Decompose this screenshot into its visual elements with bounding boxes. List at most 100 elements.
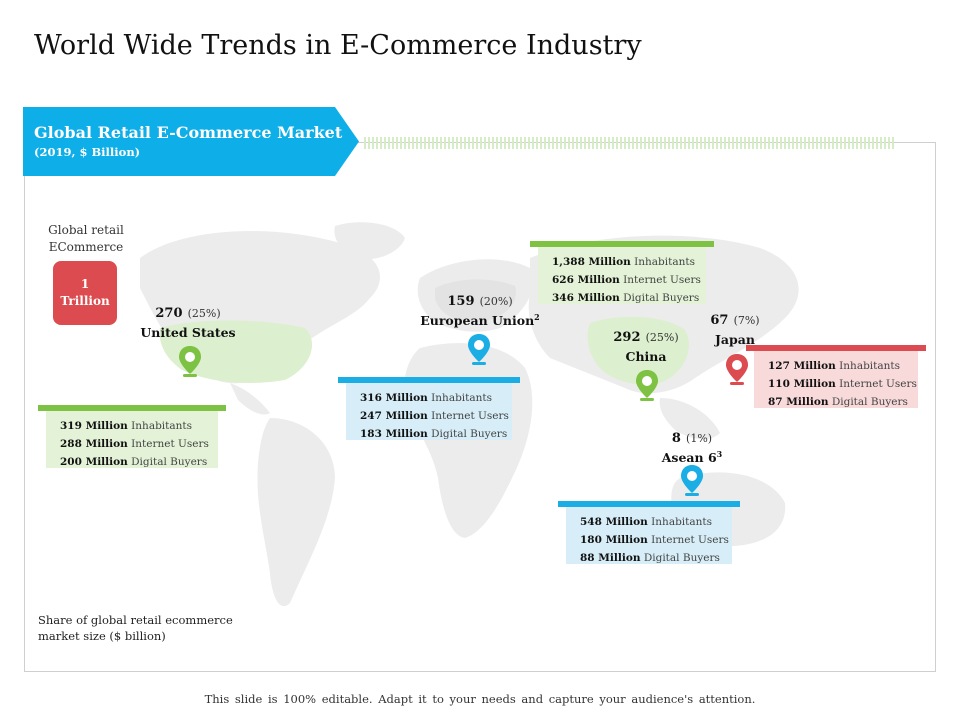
stat-number: 180 Million	[580, 534, 648, 546]
region-value: 8	[671, 431, 681, 446]
stat-row: 88 Million Digital Buyers	[580, 549, 732, 567]
page-title: World Wide Trends in E-Commerce Industry	[34, 30, 642, 61]
card-header-bar	[530, 241, 714, 247]
region-name: United States	[118, 324, 258, 340]
stat-label: Internet Users	[839, 378, 917, 390]
eu-location-pin-icon	[468, 334, 490, 365]
europe-shading	[435, 279, 516, 323]
asean-stats-card: 548 Million Inhabitants 180 Million Inte…	[558, 501, 740, 567]
stat-row: 548 Million Inhabitants	[580, 513, 732, 531]
global-value-unit: Trillion	[60, 294, 110, 308]
region-name-text: Japan	[715, 332, 755, 348]
stat-row: 247 Million Internet Users	[360, 407, 512, 425]
region-percent: (20%)	[479, 295, 513, 308]
banner-arrow-shape	[23, 107, 359, 176]
stat-number: 319 Million	[60, 420, 128, 432]
region-name-text: China	[625, 349, 667, 365]
card-header-bar	[38, 405, 226, 411]
global-value-number: 1	[80, 277, 90, 291]
stat-row: 110 Million Internet Users	[768, 375, 918, 393]
region-china-header: 292 (25%) China	[586, 326, 706, 364]
banner-subtitle: (2019, $ Billion)	[34, 145, 141, 159]
region-name-text: United States	[140, 325, 236, 341]
stat-number: 200 Million	[60, 456, 128, 468]
region-footnote: 3	[716, 449, 723, 459]
stat-number: 88 Million	[580, 552, 641, 564]
region-value: 270	[155, 306, 183, 321]
region-value: 292	[613, 330, 641, 345]
stat-label: Inhabitants	[131, 420, 193, 432]
eu-stats-card: 316 Million Inhabitants 247 Million Inte…	[338, 377, 520, 443]
stat-label: Inhabitants	[651, 516, 713, 528]
stat-row: 200 Million Digital Buyers	[60, 453, 218, 471]
stat-row: 183 Million Digital Buyers	[360, 425, 512, 443]
global-retail-label: Global retail ECommerce	[48, 223, 124, 254]
region-name-text: European Union	[420, 313, 535, 329]
japan-stats-card: 127 Million Inhabitants 110 Million Inte…	[746, 345, 926, 411]
region-us-header: 270 (25%) United States	[118, 302, 258, 340]
stat-label: Digital Buyers	[831, 396, 908, 408]
south-america-shape	[257, 418, 335, 607]
region-percent: (1%)	[686, 432, 713, 445]
stat-number: 127 Million	[768, 360, 836, 372]
card-header-bar	[746, 345, 926, 351]
share-note: Share of global retail ecommerce market …	[38, 613, 233, 643]
stat-number: 110 Million	[768, 378, 836, 390]
region-name: European Union2	[410, 312, 550, 328]
stat-label: Internet Users	[431, 410, 509, 422]
china-highlight	[587, 316, 689, 385]
usa-highlight	[159, 320, 313, 383]
region-name-text: Asean 6	[661, 450, 717, 466]
china-location-pin-icon	[636, 370, 658, 401]
region-japan-header: 67 (7%) Japan	[690, 309, 780, 347]
region-name: China	[586, 348, 706, 364]
region-percent: (25%)	[187, 307, 221, 320]
stat-row: 319 Million Inhabitants	[60, 417, 218, 435]
southeast-asia-shape	[659, 398, 720, 440]
region-value: 159	[447, 294, 475, 309]
japan-location-pin-icon	[726, 354, 748, 385]
region-name: Japan	[690, 331, 780, 347]
stat-number: 626 Million	[552, 274, 620, 286]
stat-label: Internet Users	[651, 534, 729, 546]
stat-label: Digital Buyers	[131, 456, 208, 468]
stat-label: Digital Buyers	[643, 552, 720, 564]
central-america-shape	[230, 383, 270, 415]
asean-location-pin-icon	[681, 465, 703, 496]
us-location-pin-icon	[179, 346, 201, 377]
china-stats-card: 1,388 Million Inhabitants 626 Million In…	[530, 241, 714, 307]
stat-row: 127 Million Inhabitants	[768, 357, 918, 375]
us-stats-card: 319 Million Inhabitants 288 Million Inte…	[38, 405, 226, 471]
stat-row: 1,388 Million Inhabitants	[552, 253, 706, 271]
region-percent: (25%)	[645, 331, 679, 344]
stat-row: 316 Million Inhabitants	[360, 389, 512, 407]
stat-row: 87 Million Digital Buyers	[768, 393, 918, 411]
banner-hatch-divider	[364, 137, 894, 149]
market-banner: Global Retail E-Commerce Market (2019, $…	[23, 107, 359, 176]
card-header-bar	[338, 377, 520, 383]
region-value: 67	[710, 313, 729, 328]
stat-label: Inhabitants	[634, 256, 695, 268]
card-header-bar	[558, 501, 740, 507]
region-eu-header: 159 (20%) European Union2	[410, 290, 550, 328]
stat-row: 288 Million Internet Users	[60, 435, 218, 453]
global-retail-value-box: 1 Trillion	[53, 261, 117, 325]
region-asean-header: 8 (1%) Asean 63	[632, 427, 752, 465]
stat-label: Inhabitants	[839, 360, 901, 372]
stat-number: 548 Million	[580, 516, 648, 528]
region-name: Asean 63	[632, 449, 752, 465]
stat-number: 1,388 Million	[552, 256, 631, 268]
footer-note: This slide is 100% editable. Adapt it to…	[204, 692, 756, 706]
stat-label: Digital Buyers	[431, 428, 508, 440]
region-percent: (7%)	[733, 314, 760, 327]
stat-number: 316 Million	[360, 392, 428, 404]
stat-number: 87 Million	[768, 396, 829, 408]
stat-row: 346 Million Digital Buyers	[552, 289, 706, 307]
stat-label: Internet Users	[131, 438, 209, 450]
stat-label: Inhabitants	[431, 392, 493, 404]
stat-number: 288 Million	[60, 438, 128, 450]
greenland-shape	[334, 222, 405, 260]
banner-title: Global Retail E-Commerce Market	[34, 123, 343, 142]
stat-row: 626 Million Internet Users	[552, 271, 706, 289]
stat-number: 183 Million	[360, 428, 428, 440]
